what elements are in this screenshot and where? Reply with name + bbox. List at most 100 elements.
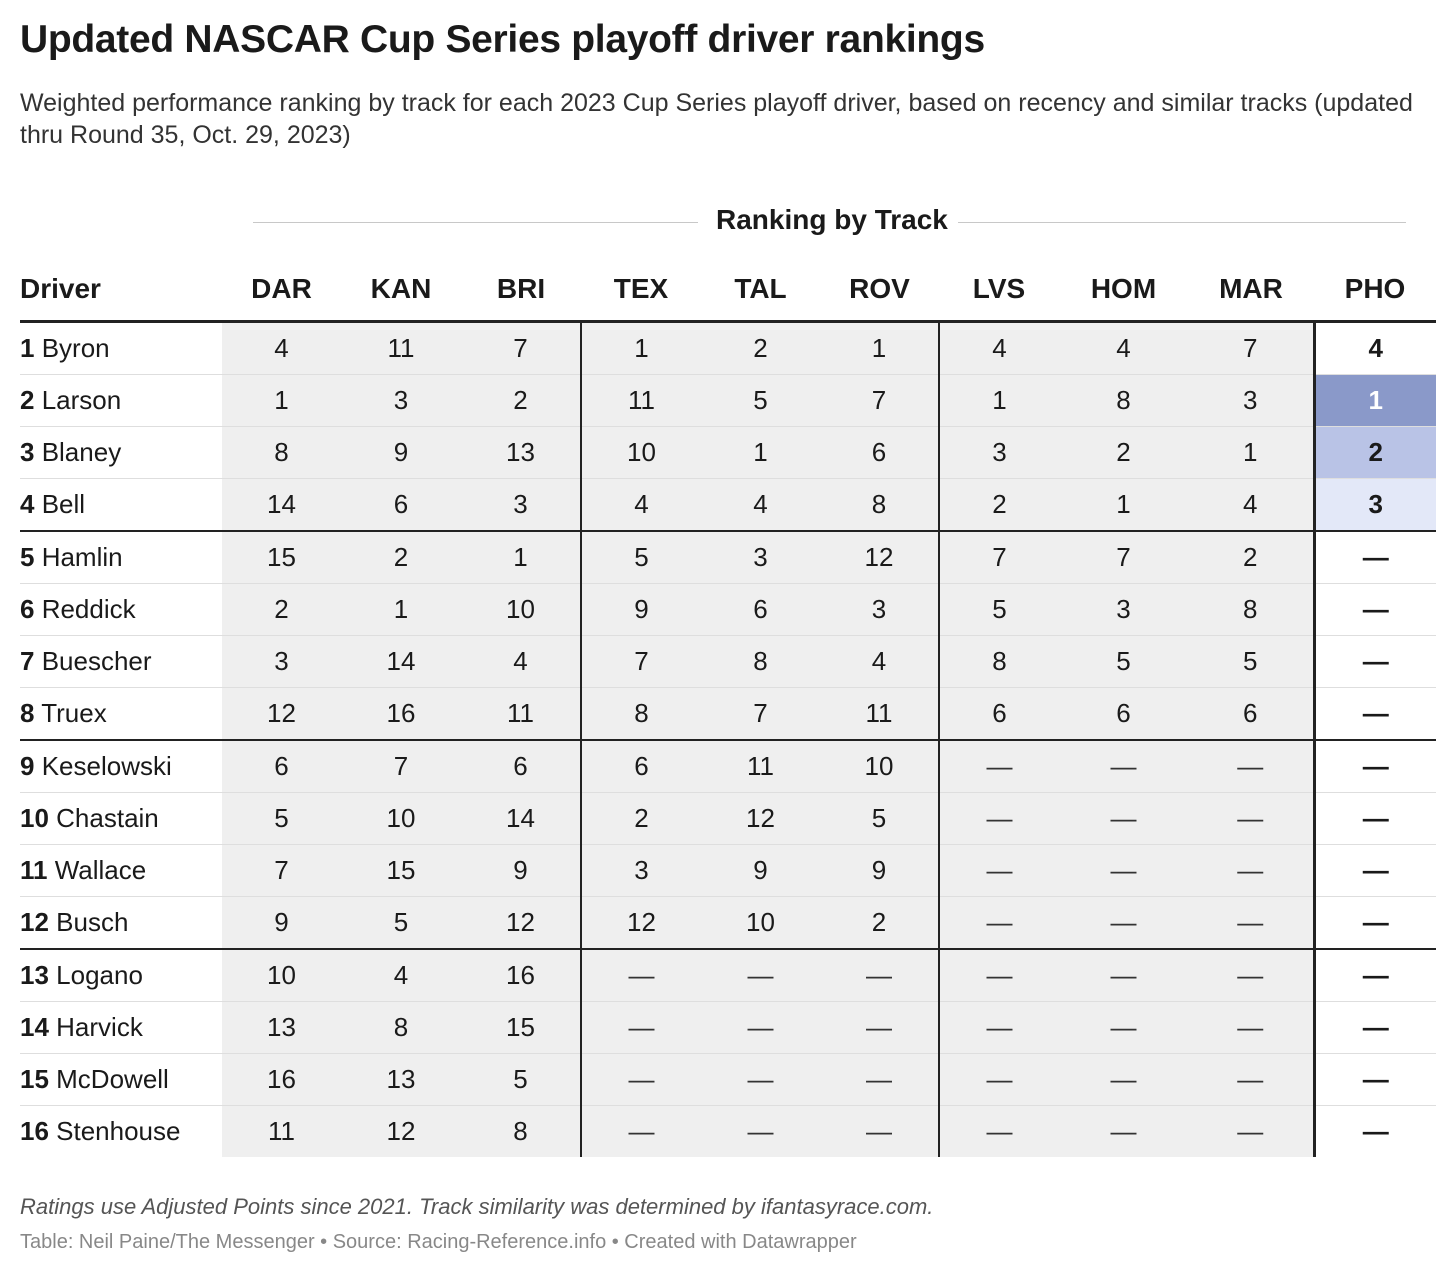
driver-name: Buescher xyxy=(34,646,152,676)
cell-dar: 10 xyxy=(222,949,341,1002)
cell-kan: 14 xyxy=(341,635,461,688)
driver-cell: 5 Hamlin xyxy=(20,531,222,584)
cell-mar: — xyxy=(1188,1053,1314,1106)
driver-name: Wallace xyxy=(47,855,147,885)
cell-pho: — xyxy=(1312,531,1436,584)
cell-rov: 10 xyxy=(820,740,939,793)
column-header-rov: ROV xyxy=(820,258,939,323)
cell-tex: 11 xyxy=(580,374,701,427)
cell-bri: 2 xyxy=(461,374,581,427)
cell-tal: 3 xyxy=(701,531,820,584)
cell-lvs: 8 xyxy=(938,635,1059,688)
cell-lvs: — xyxy=(938,1001,1059,1054)
table-row: 16 Stenhouse 11 12 8— — — — — — — xyxy=(20,1105,1436,1157)
table-row: 8 Truex 12 16 11 8 7 11 6 6 6— xyxy=(20,687,1436,741)
cell-mar: — xyxy=(1188,792,1314,845)
driver-rank: 1 xyxy=(20,333,35,363)
table-row: 5 Hamlin 15 2 1 5 3 12 7 7 2— xyxy=(20,531,1436,584)
cell-pho: — xyxy=(1312,1053,1436,1106)
cell-pho: — xyxy=(1312,1105,1436,1157)
cell-dar: 8 xyxy=(222,426,341,479)
group-header-rule-left xyxy=(253,222,698,223)
cell-tex: 8 xyxy=(580,687,701,741)
cell-mar: 8 xyxy=(1188,583,1314,636)
driver-name: Blaney xyxy=(34,437,122,467)
driver-cell: 14 Harvick xyxy=(20,1001,222,1054)
cell-tex: — xyxy=(580,1001,701,1054)
table-row: 15 McDowell 16 13 5— — — — — — — xyxy=(20,1053,1436,1106)
cell-mar: 1 xyxy=(1188,426,1314,479)
cell-bri: 10 xyxy=(461,583,581,636)
table-body: 1 Byron 4 11 7 1 2 1 4 4 7 4 2 Larson 1 3 2 11 5 7 1 8 3 1 3 B… xyxy=(20,321,1436,1157)
cell-lvs: — xyxy=(938,1053,1059,1106)
cell-hom: 6 xyxy=(1059,687,1188,741)
cell-mar: 4 xyxy=(1188,478,1314,532)
driver-name: Truex xyxy=(34,698,107,728)
driver-name: Logano xyxy=(48,960,143,990)
cell-hom: 7 xyxy=(1059,531,1188,584)
column-header-hom: HOM xyxy=(1059,258,1188,323)
table-row: 6 Reddick 2 1 10 9 6 3 5 3 8— xyxy=(20,583,1436,636)
driver-cell: 6 Reddick xyxy=(20,583,222,636)
driver-rank: 16 xyxy=(20,1116,49,1146)
cell-bri: 8 xyxy=(461,1105,581,1157)
cell-kan: 5 xyxy=(341,896,461,950)
cell-tal: — xyxy=(701,1105,820,1157)
cell-dar: 7 xyxy=(222,844,341,897)
cell-pho: — xyxy=(1312,844,1436,897)
cell-pho: — xyxy=(1312,792,1436,845)
driver-cell: 15 McDowell xyxy=(20,1053,222,1106)
cell-dar: 2 xyxy=(222,583,341,636)
cell-tex: 2 xyxy=(580,792,701,845)
table-row: 14 Harvick 13 8 15— — — — — — — xyxy=(20,1001,1436,1054)
cell-pho: 1 xyxy=(1312,374,1436,427)
cell-lvs: 5 xyxy=(938,583,1059,636)
table-row: 1 Byron 4 11 7 1 2 1 4 4 7 4 xyxy=(20,321,1436,375)
cell-kan: 7 xyxy=(341,740,461,793)
cell-rov: — xyxy=(820,1001,939,1054)
cell-rov: 12 xyxy=(820,531,939,584)
driver-cell: 11 Wallace xyxy=(20,844,222,897)
cell-bri: 11 xyxy=(461,687,581,741)
cell-hom: — xyxy=(1059,896,1188,950)
cell-kan: 13 xyxy=(341,1053,461,1106)
cell-rov: 3 xyxy=(820,583,939,636)
cell-lvs: 4 xyxy=(938,321,1059,375)
cell-lvs: 6 xyxy=(938,687,1059,741)
driver-name: Byron xyxy=(34,333,110,363)
cell-rov: 6 xyxy=(820,426,939,479)
cell-pho: — xyxy=(1312,635,1436,688)
cell-lvs: 3 xyxy=(938,426,1059,479)
cell-kan: 6 xyxy=(341,478,461,532)
driver-rank: 12 xyxy=(20,907,49,937)
cell-lvs: 2 xyxy=(938,478,1059,532)
cell-mar: — xyxy=(1188,844,1314,897)
cell-bri: 3 xyxy=(461,478,581,532)
cell-dar: 14 xyxy=(222,478,341,532)
table-row: 3 Blaney 8 9 13 10 1 6 3 2 1 2 xyxy=(20,426,1436,479)
column-header-tex: TEX xyxy=(581,258,701,323)
cell-lvs: — xyxy=(938,844,1059,897)
cell-bri: 5 xyxy=(461,1053,581,1106)
driver-cell: 8 Truex xyxy=(20,687,222,741)
cell-bri: 9 xyxy=(461,844,581,897)
cell-kan: 12 xyxy=(341,1105,461,1157)
cell-rov: 9 xyxy=(820,844,939,897)
cell-bri: 14 xyxy=(461,792,581,845)
cell-tex: 10 xyxy=(580,426,701,479)
cell-bri: 13 xyxy=(461,426,581,479)
table-row: 13 Logano 10 4 16— — — — — — — xyxy=(20,949,1436,1002)
cell-bri: 7 xyxy=(461,321,581,375)
cell-mar: 5 xyxy=(1188,635,1314,688)
cell-tal: 6 xyxy=(701,583,820,636)
table-row: 4 Bell 14 6 3 4 4 8 2 1 4 3 xyxy=(20,478,1436,532)
cell-tal: 1 xyxy=(701,426,820,479)
cell-dar: 15 xyxy=(222,531,341,584)
driver-rank: 14 xyxy=(20,1012,49,1042)
driver-rank: 4 xyxy=(20,489,35,519)
driver-rank: 11 xyxy=(20,855,48,885)
cell-kan: 11 xyxy=(341,321,461,375)
cell-tal: 11 xyxy=(701,740,820,793)
cell-tal: 4 xyxy=(701,478,820,532)
driver-cell: 16 Stenhouse xyxy=(20,1105,222,1157)
